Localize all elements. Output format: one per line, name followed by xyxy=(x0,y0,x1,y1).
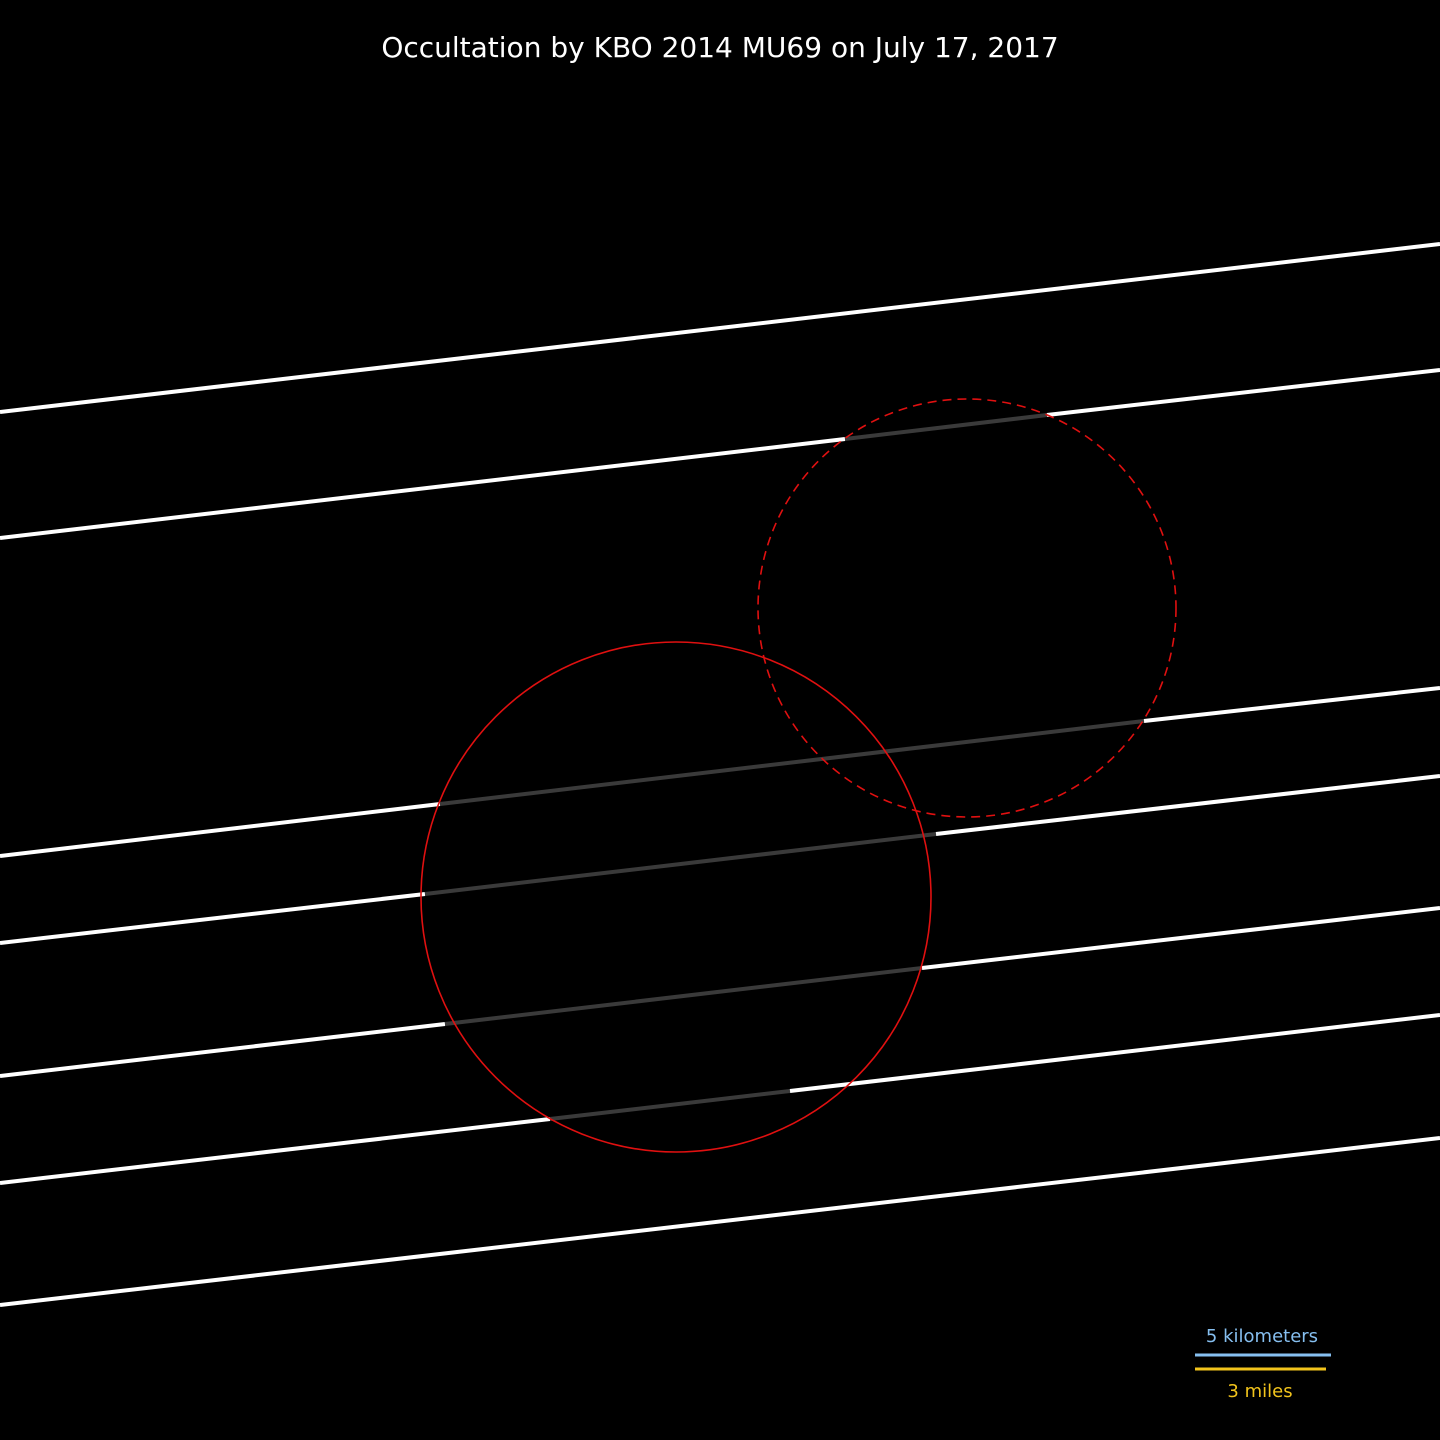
mile-scale-label: 3 miles xyxy=(1227,1381,1292,1402)
chord-7-clear xyxy=(0,1136,1440,1307)
chord-4-clear-right xyxy=(935,774,1440,836)
secondary-lobe-outline xyxy=(757,398,1177,818)
chord-4-occulted xyxy=(424,832,937,896)
chord-3-occulted xyxy=(439,719,1145,806)
diagram-title: Occultation by KBO 2014 MU69 on July 17,… xyxy=(381,31,1058,64)
chord-5-occulted xyxy=(444,966,923,1026)
chord-1-clear xyxy=(0,242,1440,414)
chord-3-clear-right xyxy=(1143,686,1440,723)
chord-2-clear-left xyxy=(0,437,846,540)
chord-6-clear-right xyxy=(789,1013,1440,1093)
chord-6-clear-left xyxy=(0,1117,551,1185)
chord-2-clear-right xyxy=(1046,368,1440,417)
chord-5-clear-right xyxy=(921,906,1440,970)
chord-3-clear-left xyxy=(0,802,441,858)
primary-lobe-outline xyxy=(420,641,932,1153)
scale-bar: 5 kilometers 3 miles xyxy=(1195,1326,1331,1402)
chord-5-clear-left xyxy=(0,1022,446,1078)
chord-2-occulted xyxy=(844,413,1048,441)
km-scale-label: 5 kilometers xyxy=(1206,1326,1318,1347)
chord-6-occulted xyxy=(549,1089,791,1121)
chord-group xyxy=(0,242,1440,1307)
chord-4-clear-left xyxy=(0,892,426,945)
